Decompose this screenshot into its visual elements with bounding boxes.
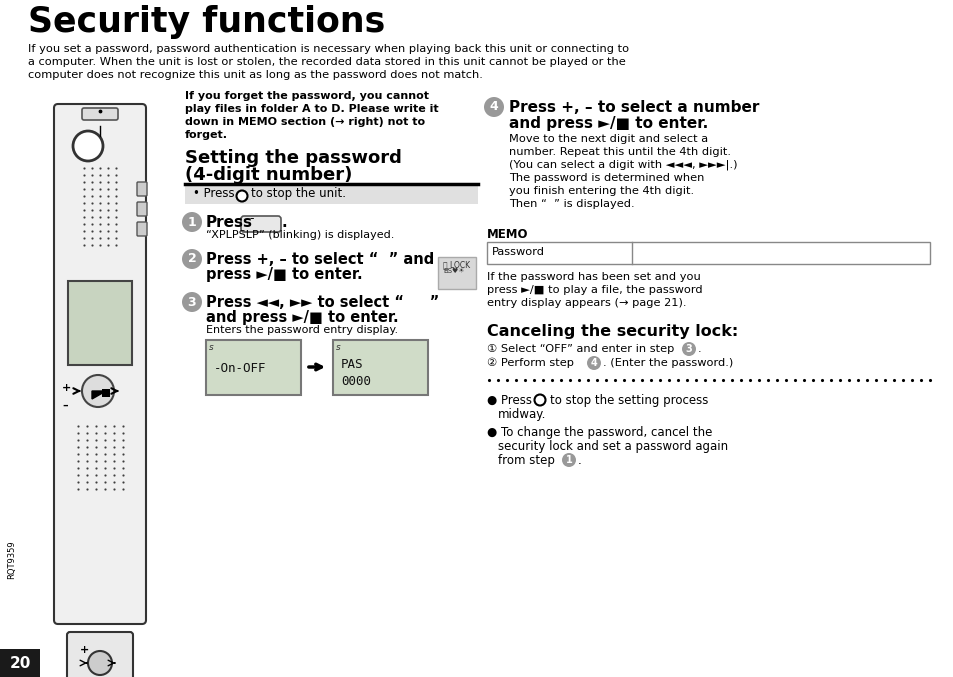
FancyBboxPatch shape <box>185 185 477 204</box>
Text: –: – <box>62 401 68 411</box>
Text: 3: 3 <box>685 344 692 354</box>
FancyBboxPatch shape <box>241 216 281 232</box>
Text: to stop the setting process: to stop the setting process <box>550 394 708 407</box>
Text: press ►/■ to play a file, the password: press ►/■ to play a file, the password <box>486 285 702 295</box>
Circle shape <box>182 292 202 312</box>
Text: 2: 2 <box>188 253 196 265</box>
Circle shape <box>73 131 103 161</box>
Text: Setting the password: Setting the password <box>185 149 401 167</box>
Polygon shape <box>91 391 106 399</box>
FancyBboxPatch shape <box>206 340 301 395</box>
FancyBboxPatch shape <box>437 257 476 289</box>
FancyBboxPatch shape <box>486 242 929 264</box>
Text: PAS: PAS <box>340 358 363 371</box>
Circle shape <box>561 453 576 467</box>
Text: +: + <box>62 383 71 393</box>
Text: a computer. When the unit is lost or stolen, the recorded data stored in this un: a computer. When the unit is lost or sto… <box>28 57 625 67</box>
Text: 🔒 LOCK: 🔒 LOCK <box>442 260 470 269</box>
Text: RQT9359: RQT9359 <box>8 541 16 580</box>
Text: If the password has been set and you: If the password has been set and you <box>486 272 700 282</box>
Text: s: s <box>209 343 213 352</box>
Bar <box>102 389 110 397</box>
Text: and press ►/■ to enter.: and press ►/■ to enter. <box>509 116 707 131</box>
Text: BS♥☀: BS♥☀ <box>442 268 464 274</box>
Text: 4: 4 <box>590 358 597 368</box>
Text: If you forget the password, you cannot: If you forget the password, you cannot <box>185 91 429 101</box>
Bar <box>0 649 40 677</box>
Text: entry display appears (→ page 21).: entry display appears (→ page 21). <box>486 298 686 308</box>
FancyBboxPatch shape <box>137 202 147 216</box>
Text: Press ◄◄, ►► to select “     ”: Press ◄◄, ►► to select “ ” <box>206 295 438 310</box>
Text: ② Perform step: ② Perform step <box>486 358 574 368</box>
Text: number. Repeat this until the 4th digit.: number. Repeat this until the 4th digit. <box>509 147 730 157</box>
Circle shape <box>182 212 202 232</box>
Text: Press: Press <box>206 215 253 230</box>
Text: Press +, – to select a number: Press +, – to select a number <box>509 100 759 115</box>
Text: (You can select a digit with ◄◄◄, ►►►|.): (You can select a digit with ◄◄◄, ►►►|.) <box>509 160 737 171</box>
FancyBboxPatch shape <box>333 340 428 395</box>
Text: .: . <box>578 454 581 467</box>
Text: play files in folder A to D. Please write it: play files in folder A to D. Please writ… <box>185 104 438 114</box>
Text: 0000: 0000 <box>340 375 371 388</box>
Text: -: - <box>249 212 253 225</box>
Text: -On-OFF: -On-OFF <box>213 362 266 375</box>
Text: 20: 20 <box>10 655 30 670</box>
Circle shape <box>88 651 112 675</box>
FancyBboxPatch shape <box>68 281 132 365</box>
Text: +: + <box>80 645 90 655</box>
Text: .: . <box>282 215 287 230</box>
Circle shape <box>534 395 545 406</box>
Text: If you set a password, password authentication is necessary when playing back th: If you set a password, password authenti… <box>28 44 628 54</box>
Text: forget.: forget. <box>185 130 228 140</box>
Text: ● To change the password, cancel the: ● To change the password, cancel the <box>486 426 712 439</box>
FancyBboxPatch shape <box>137 182 147 196</box>
Text: security lock and set a password again: security lock and set a password again <box>497 440 727 453</box>
Text: midway.: midway. <box>497 408 546 421</box>
Text: 3: 3 <box>188 295 196 309</box>
Text: ● Press: ● Press <box>486 394 532 407</box>
Text: Password: Password <box>492 247 544 257</box>
Text: press ►/■ to enter.: press ►/■ to enter. <box>206 267 362 282</box>
Text: s: s <box>335 343 340 352</box>
Circle shape <box>182 249 202 269</box>
Text: Then “  ” is displayed.: Then “ ” is displayed. <box>509 199 634 209</box>
FancyBboxPatch shape <box>137 222 147 236</box>
Text: 4: 4 <box>489 100 497 114</box>
Text: . (Enter the password.): . (Enter the password.) <box>602 358 733 368</box>
Text: Enters the password entry display.: Enters the password entry display. <box>206 325 397 335</box>
Text: and press ►/■ to enter.: and press ►/■ to enter. <box>206 310 398 325</box>
Text: “XPLPSLP” (blinking) is displayed.: “XPLPSLP” (blinking) is displayed. <box>206 230 394 240</box>
Circle shape <box>483 97 503 117</box>
Text: you finish entering the 4th digit.: you finish entering the 4th digit. <box>509 186 694 196</box>
Circle shape <box>586 356 600 370</box>
FancyBboxPatch shape <box>54 104 146 624</box>
Text: Canceling the security lock:: Canceling the security lock: <box>486 324 738 339</box>
Text: MEMO: MEMO <box>486 228 528 241</box>
Text: Press +, – to select “  ” and: Press +, – to select “ ” and <box>206 252 434 267</box>
Text: down in MEMO section (→ right) not to: down in MEMO section (→ right) not to <box>185 117 425 127</box>
Text: to stop the unit.: to stop the unit. <box>251 187 346 200</box>
Text: 1: 1 <box>565 455 572 465</box>
Text: Move to the next digit and select a: Move to the next digit and select a <box>509 134 707 144</box>
Text: • Press: • Press <box>193 187 234 200</box>
Text: (4-digit number): (4-digit number) <box>185 166 352 184</box>
Text: .: . <box>698 344 700 354</box>
Text: 1: 1 <box>188 215 196 229</box>
Circle shape <box>82 375 113 407</box>
Circle shape <box>681 342 696 356</box>
FancyBboxPatch shape <box>82 108 118 120</box>
Text: computer does not recognize this unit as long as the password does not match.: computer does not recognize this unit as… <box>28 70 482 80</box>
FancyBboxPatch shape <box>67 632 132 677</box>
Text: from step: from step <box>497 454 555 467</box>
Text: ① Select “OFF” and enter in step: ① Select “OFF” and enter in step <box>486 344 674 354</box>
Text: Security functions: Security functions <box>28 5 385 39</box>
Circle shape <box>236 190 247 202</box>
Text: The password is determined when: The password is determined when <box>509 173 703 183</box>
